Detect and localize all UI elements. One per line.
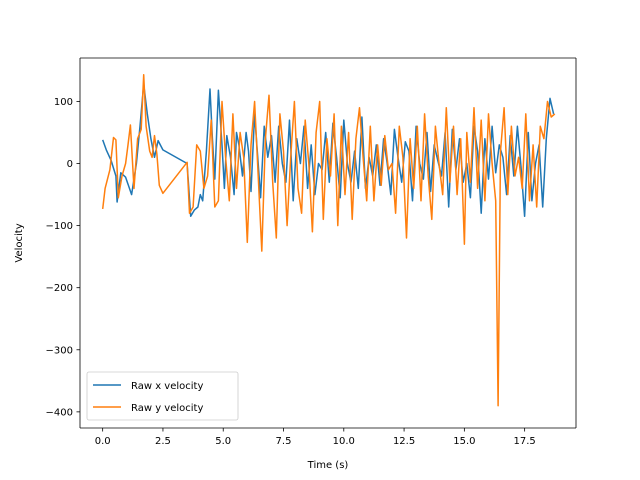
y-axis-ticks: 100 0 −100 −200 −300 −400 bbox=[46, 97, 80, 418]
y-tick-label: −300 bbox=[46, 345, 73, 356]
x-tick-label: 7.5 bbox=[276, 436, 292, 447]
x-tick-label: 0.0 bbox=[95, 436, 111, 447]
x-axis-label: Time (s) bbox=[307, 460, 349, 471]
y-tick-label: −100 bbox=[46, 221, 73, 232]
y-tick-label: 100 bbox=[54, 97, 73, 108]
y-tick-label: −200 bbox=[46, 283, 73, 294]
x-tick-label: 15.0 bbox=[453, 436, 475, 447]
legend: Raw x velocity Raw y velocity bbox=[86, 371, 239, 421]
x-axis-ticks: 0.0 2.5 5.0 7.5 10.0 12.5 15.0 17.5 bbox=[95, 428, 536, 447]
x-tick-label: 12.5 bbox=[393, 436, 415, 447]
x-tick-label: 2.5 bbox=[155, 436, 171, 447]
series-layer bbox=[101, 74, 556, 407]
legend-label-y-velocity: Raw y velocity bbox=[131, 403, 203, 414]
y-axis-label: Velocity bbox=[14, 223, 25, 262]
series-line-y-velocity bbox=[101, 74, 556, 407]
x-tick-label: 5.0 bbox=[215, 436, 231, 447]
legend-label-x-velocity: Raw x velocity bbox=[131, 381, 203, 392]
legend-box bbox=[86, 371, 239, 421]
x-tick-label: 17.5 bbox=[514, 436, 536, 447]
x-tick-label: 10.0 bbox=[333, 436, 355, 447]
plot-area bbox=[80, 58, 576, 428]
y-tick-label: 0 bbox=[67, 159, 73, 170]
y-tick-label: −400 bbox=[46, 407, 73, 418]
